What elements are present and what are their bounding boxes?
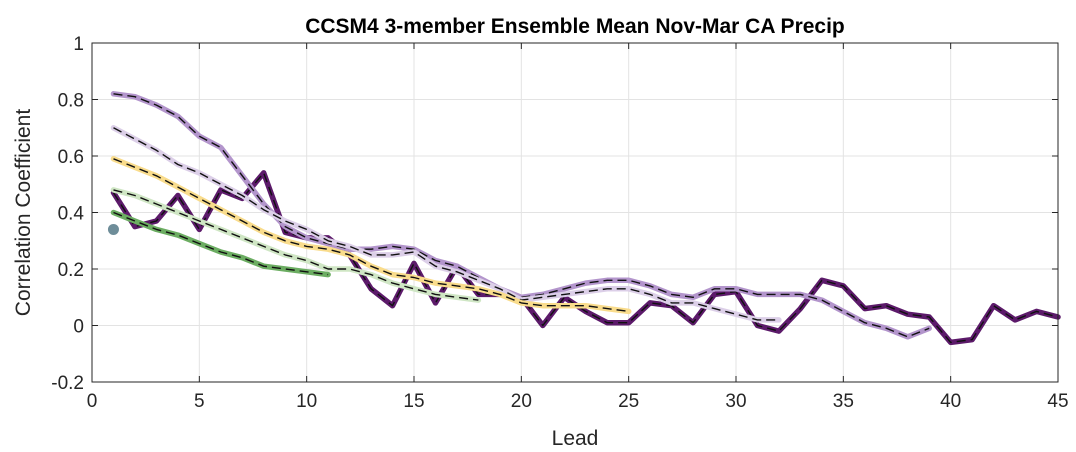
y-tick-label: 0.8 xyxy=(58,91,84,112)
series-6-dash-overlay xyxy=(113,211,329,276)
y-tick-label: -0.2 xyxy=(51,373,84,394)
series-1-dash-overlay xyxy=(112,172,1059,344)
x-tick-label: 35 xyxy=(833,391,854,412)
y-tick-label: 0.2 xyxy=(58,260,84,281)
series-layer xyxy=(107,91,1061,346)
series-4-dash-overlay xyxy=(113,158,629,313)
series-2-dash-overlay xyxy=(113,93,930,338)
y-axis-label: Correlation Coefficient xyxy=(12,109,35,317)
y-tick-label: 0 xyxy=(73,317,84,338)
y-tick-label: 0.4 xyxy=(58,204,85,225)
x-tick-label: 15 xyxy=(403,391,424,412)
series-7-point xyxy=(107,223,119,235)
x-tick-label: 40 xyxy=(940,391,961,412)
ticks: 0 5 10 15 20 25 30 35 40 45-0.200.20.40.60.81 xyxy=(51,34,1068,412)
x-tick-label: 10 xyxy=(296,391,317,412)
x-tick-label: 20 xyxy=(511,391,532,412)
x-tick-label: 5 xyxy=(194,391,205,412)
chart-title: CCSM4 3-member Ensemble Mean Nov-Mar CA … xyxy=(305,15,845,38)
series-5-dash-overlay xyxy=(113,189,479,301)
x-tick-label: 0 xyxy=(87,391,98,412)
y-tick-label: 1 xyxy=(73,34,84,55)
x-axis-label: Lead xyxy=(552,427,599,450)
series-3-dash-overlay xyxy=(113,127,779,321)
y-tick-label: 0.6 xyxy=(58,147,84,168)
x-tick-label: 25 xyxy=(618,391,639,412)
x-tick-label: 30 xyxy=(725,391,746,412)
x-tick-label: 45 xyxy=(1047,391,1068,412)
